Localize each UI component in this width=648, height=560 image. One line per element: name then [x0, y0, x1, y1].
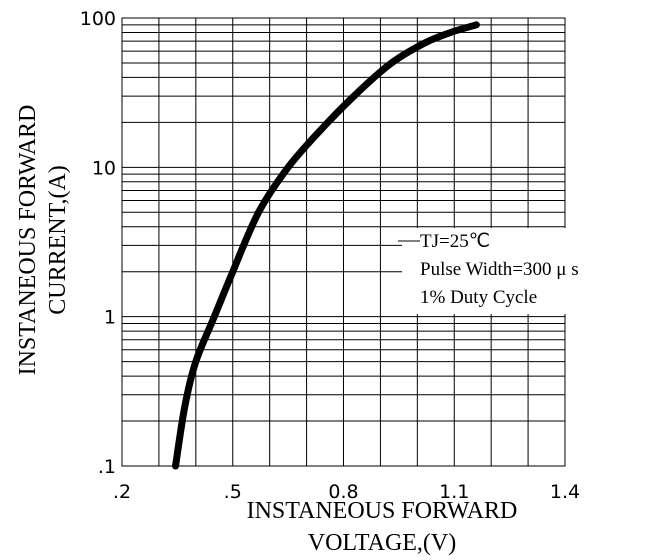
- y-tick-label: .1: [98, 456, 116, 478]
- forward-current-curve: [172, 21, 480, 470]
- y-tick-label: 1: [104, 307, 116, 329]
- x-axis-title-line1: INSTANEOUS FORWARD: [247, 498, 518, 524]
- x-tick-label: 1.1: [439, 481, 469, 503]
- y-tick-label: 10: [92, 157, 116, 179]
- tick-labels: .2 .5 0.8 1.1 1.4 .1 1 10 100: [80, 8, 580, 503]
- x-axis-title-line2: VOLTAGE,(V): [308, 530, 457, 556]
- y-tick-label: 100: [80, 8, 116, 30]
- series: [172, 21, 480, 470]
- x-tick-label: .2: [113, 481, 131, 503]
- annotation-junction-temp: TJ=25℃: [420, 231, 490, 252]
- x-tick-label: 1.4: [550, 481, 580, 503]
- y-axis-title-line2: CURRENT,(A): [45, 165, 71, 315]
- x-tick-label: .5: [224, 481, 242, 503]
- annotation-backdrop: [402, 228, 568, 314]
- y-axis-title-line1: INSTANEOUS FORWARD: [15, 105, 41, 376]
- annotation-duty-cycle: 1% Duty Cycle: [420, 287, 537, 308]
- annotation-pulse-width: Pulse Width=300 μ s: [420, 259, 579, 280]
- grid: [122, 18, 565, 466]
- x-tick-label: 0.8: [328, 481, 358, 503]
